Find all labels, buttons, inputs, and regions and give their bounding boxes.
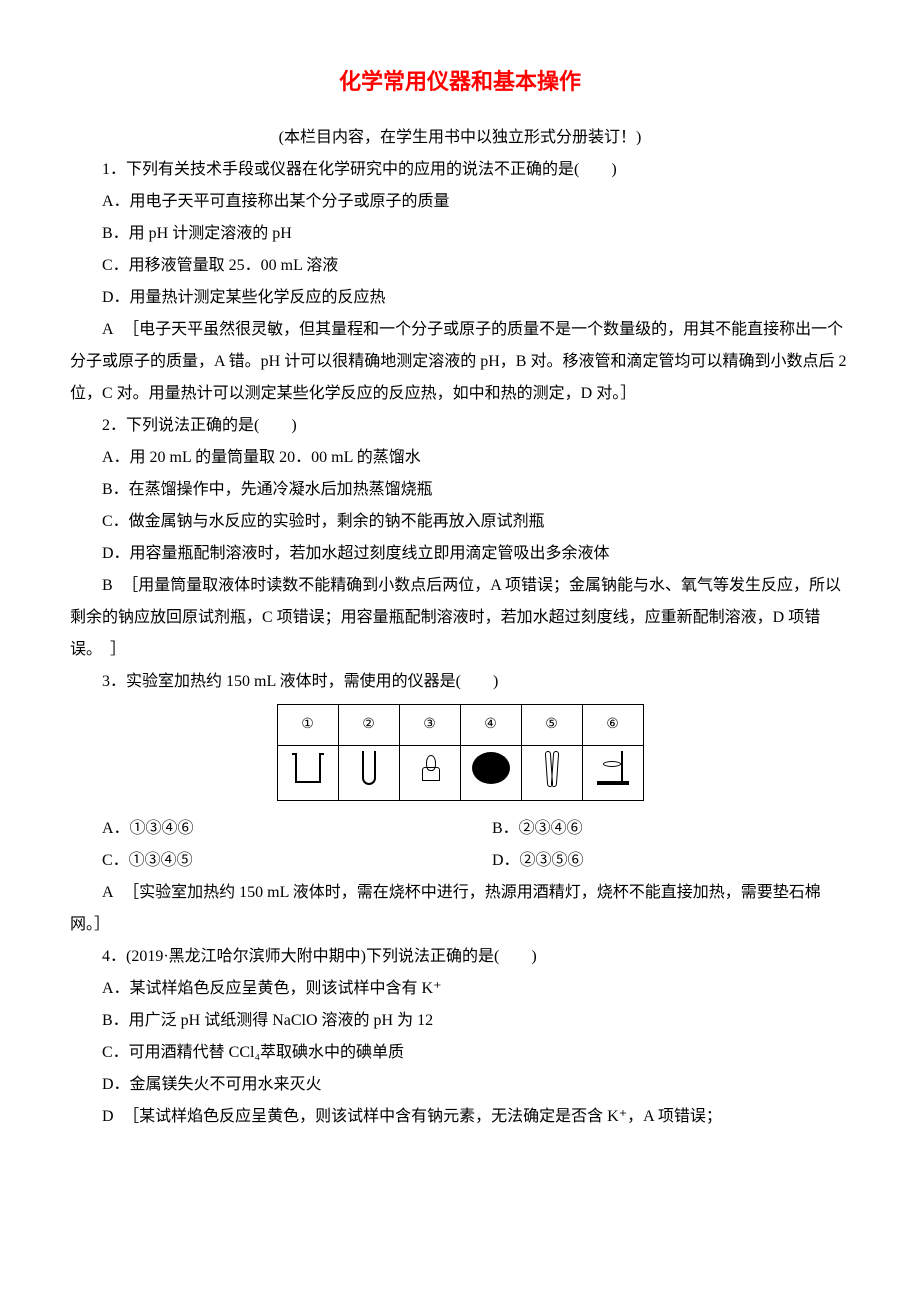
col-3-header: ③ bbox=[399, 705, 460, 746]
q1-option-d: D．用量热计测定某些化学反应的反应热 bbox=[70, 282, 850, 314]
q4-answer: D ［某试样焰色反应呈黄色，则该试样中含有钠元素，无法确定是否含 K⁺，A 项错误… bbox=[70, 1101, 850, 1133]
q2-option-b: B．在蒸馏操作中，先通冷凝水后加热蒸馏烧瓶 bbox=[70, 474, 850, 506]
q3-option-d: D．②③⑤⑥ bbox=[460, 845, 850, 877]
col-2-header: ② bbox=[338, 705, 399, 746]
equipment-table: ① ② ③ ④ ⑤ ⑥ bbox=[277, 704, 644, 801]
q1-explanation: ［电子天平虽然很灵敏，但其量程和一个分子或原子的质量不是一个数量级的，用其不能直… bbox=[70, 321, 846, 402]
q2-option-d: D．用容量瓶配制溶液时，若加水超过刻度线立即用滴定管吸出多余液体 bbox=[70, 538, 850, 570]
crucible-tongs-icon bbox=[521, 746, 582, 801]
q2-option-a: A．用 20 mL 的量筒量取 20．00 mL 的蒸馏水 bbox=[70, 442, 850, 474]
q2-stem: 2．下列说法正确的是( ) bbox=[70, 410, 850, 442]
q1-option-b: B．用 pH 计测定溶液的 pH bbox=[70, 218, 850, 250]
table-icon-row bbox=[277, 746, 643, 801]
q1-option-a: A．用电子天平可直接称出某个分子或原子的质量 bbox=[70, 186, 850, 218]
q3-option-b: B．②③④⑥ bbox=[460, 813, 850, 845]
alcohol-burner-icon bbox=[399, 746, 460, 801]
col-5-header: ⑤ bbox=[521, 705, 582, 746]
iron-stand-icon bbox=[582, 746, 643, 801]
test-tube-icon bbox=[338, 746, 399, 801]
q1-answer-letter: A bbox=[102, 321, 114, 338]
q2-answer-letter: B bbox=[102, 577, 113, 594]
page-subtitle: (本栏目内容，在学生用书中以独立形式分册装订！) bbox=[70, 122, 850, 154]
q4-answer-letter: D bbox=[102, 1108, 114, 1125]
col-1-header: ① bbox=[277, 705, 338, 746]
q3-option-row-1: A．①③④⑥ B．②③④⑥ bbox=[70, 813, 850, 845]
q4-option-d: D．金属镁失火不可用水来灭火 bbox=[70, 1069, 850, 1101]
q2-explanation: ［用量筒量取液体时读数不能精确到小数点后两位，A 项错误；金属钠能与水、氧气等发… bbox=[70, 577, 841, 658]
beaker-icon bbox=[277, 746, 338, 801]
col-4-header: ④ bbox=[460, 705, 521, 746]
q4-option-c: C．可用酒精代替 CCl₄萃取碘水中的碘单质 bbox=[70, 1037, 850, 1069]
q3-stem: 3．实验室加热约 150 mL 液体时，需使用的仪器是( ) bbox=[70, 666, 850, 698]
table-header-row: ① ② ③ ④ ⑤ ⑥ bbox=[277, 705, 643, 746]
q1-stem: 1．下列有关技术手段或仪器在化学研究中的应用的说法不正确的是( ) bbox=[70, 154, 850, 186]
q4-explanation: ［某试样焰色反应呈黄色，则该试样中含有钠元素，无法确定是否含 K⁺，A 项错误； bbox=[123, 1108, 722, 1125]
q2-answer: B［用量筒量取液体时读数不能精确到小数点后两位，A 项错误；金属钠能与水、氧气等… bbox=[70, 570, 850, 666]
q3-option-row-2: C．①③④⑤ D．②③⑤⑥ bbox=[70, 845, 850, 877]
page-title: 化学常用仪器和基本操作 bbox=[70, 60, 850, 104]
q3-option-a: A．①③④⑥ bbox=[70, 813, 460, 845]
q3-option-c: C．①③④⑤ bbox=[70, 845, 460, 877]
wire-gauze-icon bbox=[460, 746, 521, 801]
q4-option-a: A．某试样焰色反应呈黄色，则该试样中含有 K⁺ bbox=[70, 973, 850, 1005]
col-6-header: ⑥ bbox=[582, 705, 643, 746]
q1-answer: A［电子天平虽然很灵敏，但其量程和一个分子或原子的质量不是一个数量级的，用其不能… bbox=[70, 314, 850, 410]
q1-option-c: C．用移液管量取 25．00 mL 溶液 bbox=[70, 250, 850, 282]
q3-answer: A［实验室加热约 150 mL 液体时，需在烧杯中进行，热源用酒精灯，烧杯不能直… bbox=[70, 877, 850, 941]
q2-option-c: C．做金属钠与水反应的实验时，剩余的钠不能再放入原试剂瓶 bbox=[70, 506, 850, 538]
q4-stem: 4．(2019·黑龙江哈尔滨师大附中期中)下列说法正确的是( ) bbox=[70, 941, 850, 973]
q4-option-b: B．用广泛 pH 试纸测得 NaClO 溶液的 pH 为 12 bbox=[70, 1005, 850, 1037]
q3-explanation: ［实验室加热约 150 mL 液体时，需在烧杯中进行，热源用酒精灯，烧杯不能直接… bbox=[70, 884, 821, 933]
q3-answer-letter: A bbox=[102, 884, 114, 901]
